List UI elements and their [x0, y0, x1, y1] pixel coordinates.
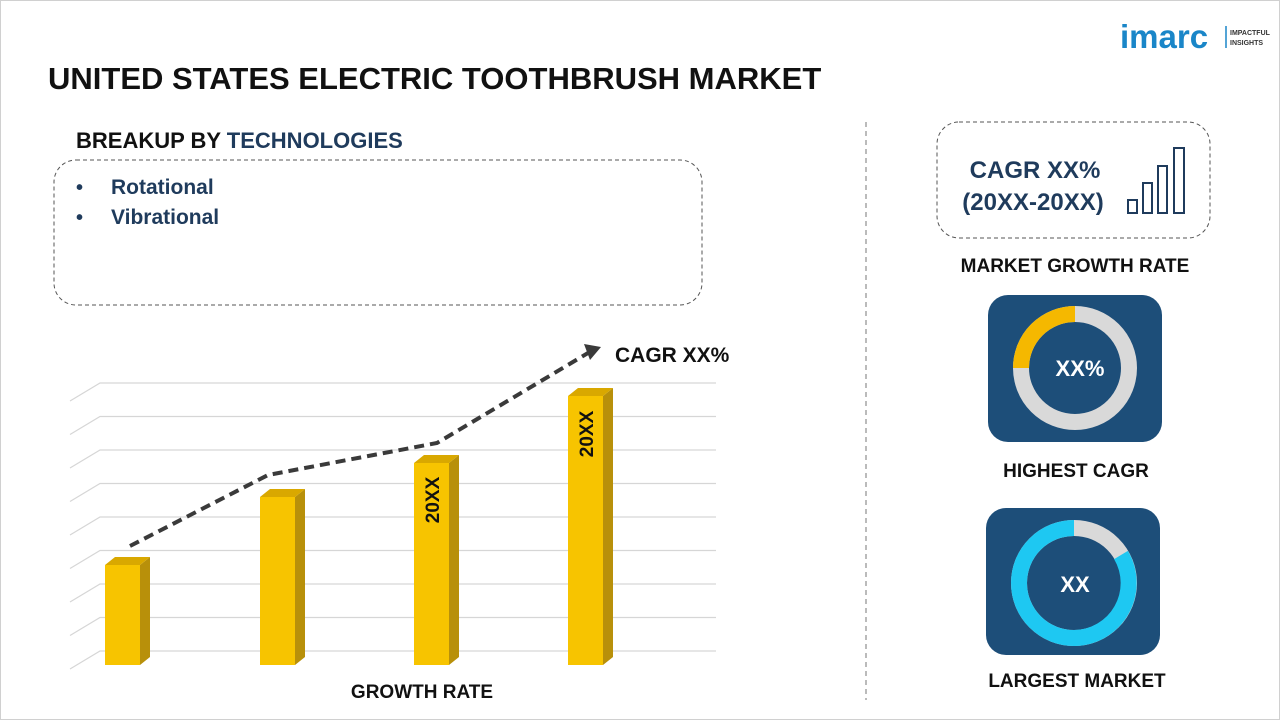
bar-side — [449, 455, 459, 665]
grid-line — [69, 415, 716, 436]
bar — [260, 497, 295, 665]
cagr-label: CAGR XX% — [615, 344, 730, 367]
breakup-heading: BREAKUP BY TECHNOLOGIES — [76, 128, 403, 153]
grid-line — [69, 616, 716, 637]
cagr-value: CAGR XX% — [970, 157, 1101, 184]
breakup-item: Vibrational — [111, 206, 219, 229]
logo-tagline: INSIGHTS — [1230, 40, 1263, 47]
grid-line — [69, 549, 716, 570]
bar-label: 20XX — [423, 476, 444, 523]
grid-line — [69, 583, 716, 603]
bar-top — [414, 455, 459, 463]
card-value: XX% — [1056, 356, 1105, 381]
cagr-period: (20XX-20XX) — [962, 189, 1103, 216]
grid-line — [69, 516, 716, 536]
grid-line — [69, 382, 716, 402]
bar — [105, 565, 140, 665]
caption: HIGHEST CAGR — [1003, 461, 1149, 482]
caption: LARGEST MARKET — [988, 671, 1166, 692]
logo-tagline: IMPACTFUL — [1230, 30, 1271, 37]
breakup-label: BREAKUP BY — [76, 128, 221, 153]
trend-arrow — [584, 344, 601, 360]
bar-side — [140, 557, 150, 665]
bar-top — [568, 388, 613, 396]
chart-grid — [69, 382, 716, 670]
grid-line — [69, 482, 716, 503]
bar — [414, 463, 449, 665]
caption: MARKET GROWTH RATE — [961, 256, 1190, 277]
breakup-dimension: TECHNOLOGIES — [227, 128, 403, 153]
growth-icon — [1127, 147, 1185, 214]
card-value: XX — [1060, 572, 1090, 597]
bar-top — [105, 557, 150, 565]
grid-line — [69, 650, 716, 670]
donut-arc — [1011, 520, 1137, 647]
bar — [568, 396, 603, 665]
cagr-box — [936, 121, 1211, 239]
breakup-box — [53, 159, 703, 306]
logo-name: imarc — [1120, 18, 1208, 55]
bar-side — [295, 489, 305, 665]
bullet: • — [76, 177, 83, 199]
bar-top — [260, 489, 305, 497]
page-title: UNITED STATES ELECTRIC TOOTHBRUSH MARKET — [48, 61, 821, 96]
bullet: • — [76, 207, 83, 229]
grid-line — [69, 449, 716, 469]
chart-bars — [105, 388, 613, 665]
breakup-item: Rotational — [111, 176, 214, 199]
trend-line — [129, 351, 590, 548]
bar-label: 20XX — [577, 410, 598, 457]
axis-label: GROWTH RATE — [351, 682, 493, 703]
bar-side — [603, 388, 613, 665]
donut-arc — [1013, 306, 1076, 369]
